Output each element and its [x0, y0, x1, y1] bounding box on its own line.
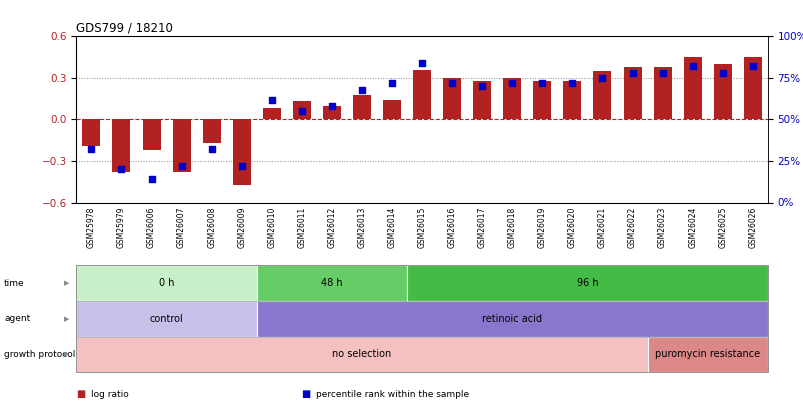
Text: GDS799 / 18210: GDS799 / 18210 [76, 21, 173, 34]
Text: GSM26016: GSM26016 [447, 207, 456, 248]
Point [475, 83, 488, 90]
Point [505, 80, 518, 86]
Point [145, 176, 157, 183]
Point [85, 146, 98, 153]
Point [536, 80, 548, 86]
Text: GSM26021: GSM26021 [597, 207, 606, 248]
Text: GSM26023: GSM26023 [658, 207, 666, 248]
Bar [202, 119, 220, 143]
Text: GSM26012: GSM26012 [327, 207, 336, 248]
Text: 48 h: 48 h [320, 278, 342, 288]
Text: retinoic acid: retinoic acid [482, 314, 541, 324]
Bar [353, 95, 370, 119]
Bar [503, 78, 520, 119]
Text: log ratio: log ratio [91, 390, 128, 399]
Point [745, 63, 758, 70]
Text: GSM26014: GSM26014 [387, 207, 396, 248]
Point [175, 163, 188, 169]
Text: percentile rank within the sample: percentile rank within the sample [316, 390, 468, 399]
Point [445, 80, 458, 86]
Text: GSM26017: GSM26017 [477, 207, 486, 248]
Bar [112, 119, 130, 172]
Bar [532, 81, 551, 119]
Text: GSM26024: GSM26024 [687, 207, 696, 248]
Bar [743, 57, 761, 119]
Text: GSM25978: GSM25978 [87, 207, 96, 248]
Bar [593, 71, 611, 119]
Point [595, 75, 608, 81]
Text: GSM26006: GSM26006 [147, 207, 156, 248]
Text: GSM26022: GSM26022 [627, 207, 636, 248]
Text: GSM26008: GSM26008 [207, 207, 216, 248]
Bar [653, 67, 671, 119]
Bar [82, 119, 100, 146]
Bar [473, 81, 491, 119]
Point [265, 96, 278, 103]
Text: GSM26020: GSM26020 [567, 207, 577, 248]
Text: puromycin resistance: puromycin resistance [654, 350, 760, 359]
Point [655, 70, 668, 76]
Text: 0 h: 0 h [159, 278, 174, 288]
Text: no selection: no selection [332, 350, 391, 359]
Text: GSM26009: GSM26009 [237, 207, 246, 248]
Text: GSM25979: GSM25979 [116, 207, 126, 248]
Text: ■: ■ [76, 390, 86, 399]
Text: ■: ■ [301, 390, 311, 399]
Bar [382, 100, 401, 119]
Text: ▶: ▶ [64, 316, 69, 322]
Text: growth protocol: growth protocol [4, 350, 75, 359]
Text: GSM26010: GSM26010 [267, 207, 276, 248]
Point [295, 108, 308, 115]
Bar [323, 106, 340, 119]
Point [205, 146, 218, 153]
Point [626, 70, 638, 76]
Text: GSM26019: GSM26019 [537, 207, 546, 248]
Text: GSM26007: GSM26007 [177, 207, 185, 248]
Text: agent: agent [4, 314, 31, 323]
Text: GSM26025: GSM26025 [717, 207, 727, 248]
Bar [623, 67, 641, 119]
Bar [142, 119, 161, 150]
Point [385, 80, 398, 86]
Text: GSM26013: GSM26013 [357, 207, 366, 248]
Point [565, 80, 578, 86]
Bar [563, 81, 581, 119]
Bar [442, 78, 461, 119]
Point [115, 166, 128, 173]
Text: GSM26015: GSM26015 [417, 207, 426, 248]
Bar [292, 102, 311, 119]
Point [235, 163, 248, 169]
Bar [173, 119, 190, 172]
Text: ▶: ▶ [64, 280, 69, 286]
Point [415, 60, 428, 66]
Text: GSM26011: GSM26011 [297, 207, 306, 248]
Point [325, 103, 338, 109]
Text: 96 h: 96 h [576, 278, 597, 288]
Point [686, 63, 699, 70]
Text: ▶: ▶ [64, 352, 69, 357]
Text: time: time [4, 279, 25, 288]
Text: control: control [149, 314, 183, 324]
Bar [683, 57, 701, 119]
Point [355, 86, 368, 93]
Bar [232, 119, 251, 185]
Bar [713, 64, 731, 119]
Point [715, 70, 728, 76]
Bar [263, 109, 280, 119]
Bar [413, 70, 430, 119]
Text: GSM26026: GSM26026 [748, 207, 756, 248]
Text: GSM26018: GSM26018 [507, 207, 516, 248]
